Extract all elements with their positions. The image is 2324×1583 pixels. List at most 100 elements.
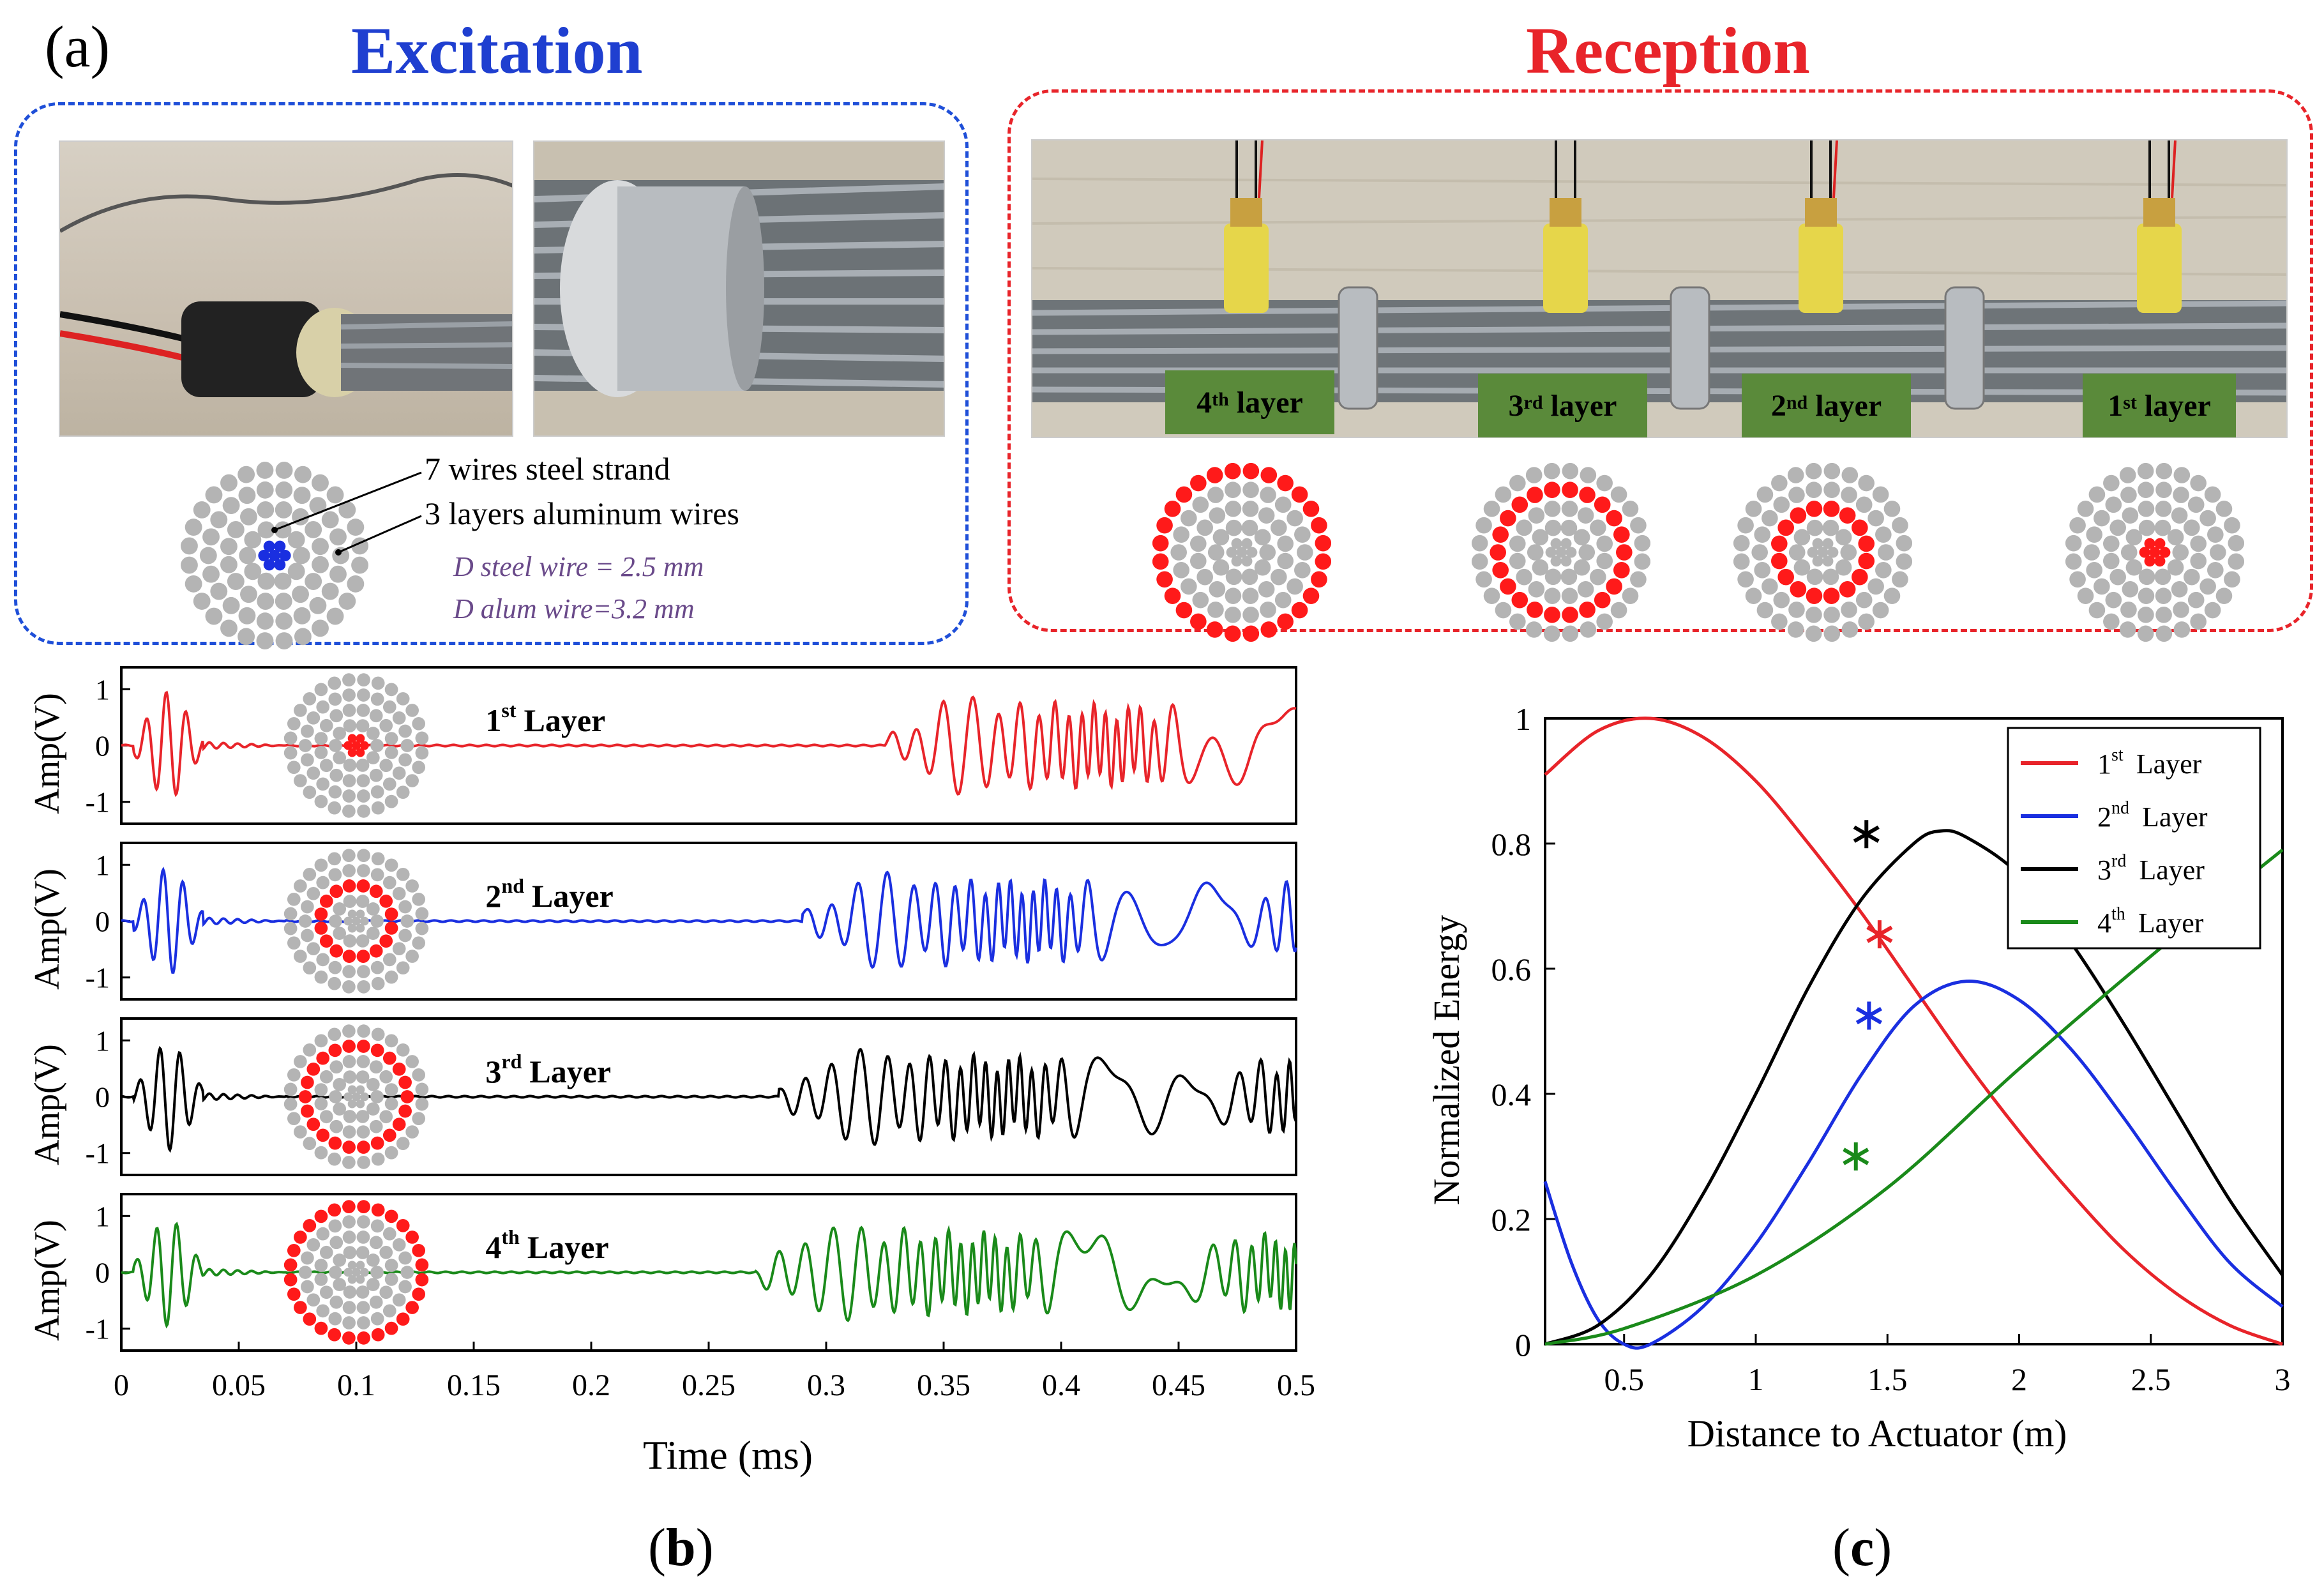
aluminum-wire [1596,535,1613,552]
aluminum-wire [1745,501,1762,517]
aluminum-wire [379,894,393,908]
aluminum-wire [314,1273,328,1286]
ytick-label: 0 [95,1257,110,1289]
aluminum-wire [379,1245,393,1259]
aluminum-wire [1152,553,1169,570]
aluminum-wire [396,785,410,799]
ytick-label: -1 [86,962,110,994]
aluminum-wire [384,858,398,872]
aluminum-wire [405,950,419,963]
aluminum-wire [319,1285,333,1299]
ytick-label: 1 [1515,701,1531,737]
aluminum-wire [369,944,383,958]
aluminum-wire [1756,486,1774,503]
aluminum-wire [314,970,328,984]
aluminum-wire [1835,529,1852,546]
trace-cross-section-1 [283,673,429,818]
aluminum-wire [1823,481,1840,498]
aluminum-wire [283,921,298,935]
aluminum-wire [1562,463,1579,480]
aluminum-wire [294,1055,307,1068]
aluminum-wire [306,1293,321,1307]
aluminum-wire [415,1082,429,1096]
aluminum-wire [283,1082,298,1096]
steel-wire [359,1268,369,1277]
aluminum-wire [2210,544,2226,561]
trace-label-3: 3rd Layer [485,1050,611,1089]
excitation-box [14,102,969,645]
aluminum-wire [316,1128,330,1142]
aluminum-wire [412,936,426,950]
aluminum-wire [357,1140,370,1154]
aluminum-wire [2155,625,2173,642]
steel-wire [1822,556,1834,567]
aluminum-wire [287,531,305,549]
aluminum-wire [333,1278,347,1291]
aluminum-wire [1225,568,1242,586]
aluminum-wire [1209,581,1226,598]
aluminum-wire [319,718,333,732]
aluminum-wire [1543,463,1560,480]
aluminum-wire [316,875,330,890]
aluminum-wire [1872,602,1889,619]
aluminum-wire [2125,529,2143,546]
aluminum-wire [1260,621,1278,638]
aluminum-wire [357,1200,370,1214]
aluminum-wire [415,1097,429,1111]
aluminum-wire [316,953,330,967]
xtick-label: 0.05 [212,1368,266,1402]
aluminum-wire [1883,501,1901,517]
aluminum-wire [356,1246,370,1259]
aluminum-wire [342,1125,356,1139]
aluminum-wire [193,501,211,519]
aluminum-wire [342,1316,356,1329]
strand-label: 7 wires steel strand [425,451,670,487]
aluminum-wire [1806,587,1823,605]
aluminum-wire [2083,544,2100,561]
aluminum-wire [356,719,370,732]
aluminum-wire [306,1117,321,1132]
aluminum-wire [1532,529,1549,546]
steel-wire [279,550,291,561]
steel-wire [263,540,275,552]
aluminum-wire [256,632,274,649]
steel-wire [2144,556,2155,567]
waveform-layer-1 [121,690,1297,798]
aluminum-wire [1192,591,1209,609]
excitation-title: Excitation [351,14,643,87]
aluminum-wire [2173,487,2189,503]
aluminum-wire [1224,625,1241,642]
aluminum-wire [1590,519,1606,536]
aluminum-wire [329,944,343,958]
aluminum-wire [309,497,327,515]
aluminum-wire [2105,591,2122,609]
cross-section-wires [283,1200,429,1345]
aluminum-wire [392,1117,406,1132]
aluminum-wire [2228,553,2244,570]
aluminum-wire [1841,621,1859,638]
aluminum-wire [1773,496,1790,513]
aluminum-wire [314,732,328,745]
aluminum-wire [369,1295,383,1309]
aluminum-wire [181,556,198,574]
xtick-label: 0.2 [572,1368,610,1402]
aluminum-wire [1823,463,1841,480]
aluminum-wire [400,739,414,752]
aluminum-wire [1258,581,1275,598]
aluminum-wire [357,965,370,978]
cross-section-wires [1152,463,1331,642]
aluminum-wire [1527,544,1544,561]
aluminum-wire [1852,519,1868,536]
aluminum-wire [398,928,412,943]
aluminum-wire [298,739,312,752]
aluminum-wire [342,673,356,687]
aluminum-wire [2105,496,2122,513]
aluminum-wire [1212,529,1230,546]
aluminum-wire [342,1331,356,1345]
trace-cross-section-2 [283,849,429,994]
aluminum-wire [2155,481,2172,498]
aluminum-wire [356,704,370,717]
aluminum-wire [382,1128,396,1142]
aluminum-wire [357,1040,370,1053]
aluminum-wire [1788,544,1806,561]
